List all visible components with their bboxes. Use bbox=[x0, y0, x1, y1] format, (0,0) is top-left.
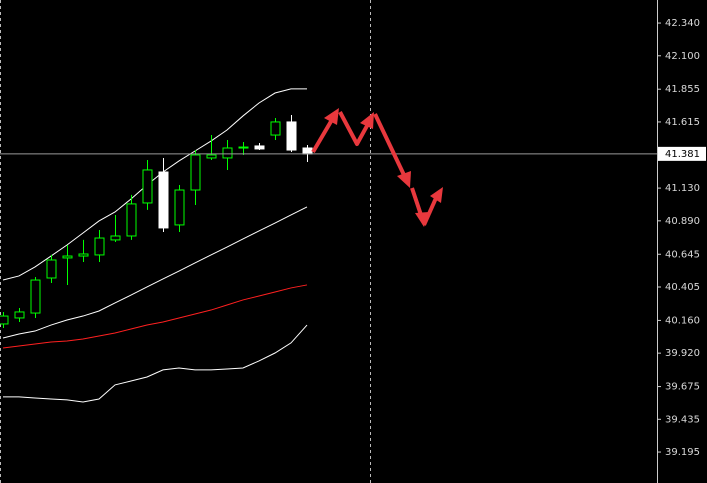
y-tick-label: 39.195 bbox=[665, 447, 700, 458]
indicator-line bbox=[2, 284, 308, 349]
y-tick-label: 42.100 bbox=[665, 51, 700, 62]
y-tick-label: 39.675 bbox=[665, 382, 700, 393]
candle-body bbox=[46, 259, 57, 279]
candle-body bbox=[0, 315, 9, 325]
indicator-line bbox=[3, 324, 308, 403]
candle-body bbox=[110, 235, 121, 241]
candle-body bbox=[174, 189, 185, 226]
indicator-line bbox=[2, 88, 307, 281]
candle-body bbox=[78, 253, 89, 257]
candle-body bbox=[206, 154, 217, 159]
y-tick-label: 40.890 bbox=[665, 216, 700, 227]
candle-body bbox=[286, 121, 297, 151]
forecast-arrows bbox=[311, 108, 443, 227]
y-tick-label: 41.855 bbox=[665, 84, 700, 95]
candle-body bbox=[142, 169, 153, 204]
current-price-label: 41.381 bbox=[665, 149, 700, 160]
indicator-line bbox=[2, 206, 308, 339]
candle-body bbox=[30, 279, 41, 314]
current-price-box bbox=[658, 146, 706, 161]
y-tick-label: 41.615 bbox=[665, 117, 700, 128]
candle-body bbox=[62, 255, 73, 259]
y-tick-label: 40.405 bbox=[665, 282, 700, 293]
candle-body bbox=[222, 147, 233, 159]
y-tick-label: 39.435 bbox=[665, 414, 700, 425]
candle-body bbox=[126, 203, 137, 237]
y-tick-label: 41.130 bbox=[665, 183, 700, 194]
y-tick-label: 40.645 bbox=[665, 249, 700, 260]
candle-body bbox=[270, 121, 281, 136]
price-axis: 42.340 42.100 41.855 41.615 41.130 40.890 40.6… bbox=[657, 18, 706, 458]
candle-body bbox=[238, 146, 249, 149]
y-tick-label: 39.920 bbox=[665, 348, 700, 359]
candle-body bbox=[254, 145, 265, 150]
y-tick-label: 40.160 bbox=[665, 315, 700, 326]
candle-body bbox=[302, 147, 313, 155]
candle-body bbox=[158, 171, 169, 229]
candle-body bbox=[14, 311, 25, 319]
candle-body bbox=[94, 237, 105, 256]
candle-body bbox=[190, 154, 201, 191]
y-tick-label: 42.340 bbox=[665, 18, 700, 29]
plot-area bbox=[0, 88, 657, 403]
